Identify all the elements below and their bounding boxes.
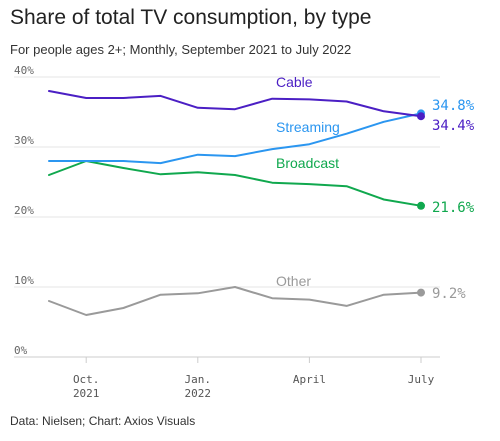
y-tick-label: 40% xyxy=(14,64,34,77)
series-label-other: Other xyxy=(276,273,311,289)
y-tick-label: 10% xyxy=(14,274,34,287)
series-label-streaming: Streaming xyxy=(276,119,340,135)
source-note: Data: Nielsen; Chart: Axios Visuals xyxy=(10,414,196,428)
series-line-broadcast xyxy=(48,160,422,207)
chart-title: Share of total TV consumption, by type xyxy=(10,6,372,29)
x-tick-label: Oct. xyxy=(73,373,100,386)
data-point-other xyxy=(417,288,425,297)
x-tick-label: 2022 xyxy=(185,387,212,400)
data-point-broadcast xyxy=(417,201,425,210)
x-tick-label: Jan. xyxy=(185,373,212,386)
x-axis: Oct.2021 Jan.2022 April July xyxy=(73,357,435,400)
series-line-streaming xyxy=(48,112,422,165)
end-value-label-streaming: 34.8% xyxy=(432,98,475,114)
series-labels: Other 9.2% Broadcast 21.6% Streaming 34.8% Cab… xyxy=(276,74,475,302)
chart-subtitle: For people ages 2+; Monthly, September 2… xyxy=(10,42,352,57)
series-label-broadcast: Broadcast xyxy=(276,155,339,171)
y-tick-label: 30% xyxy=(14,134,34,147)
series-line-cable xyxy=(48,90,422,118)
y-axis: 0% 10% 20% 30% 40% xyxy=(14,64,34,357)
data-point-cable xyxy=(417,112,425,121)
series-label-cable: Cable xyxy=(276,74,313,90)
series-lines xyxy=(48,90,425,316)
y-tick-label: 20% xyxy=(14,204,34,217)
gridlines xyxy=(14,76,440,358)
x-tick-label: July xyxy=(408,373,435,386)
x-tick-label: April xyxy=(293,373,326,386)
end-value-label-cable: 34.4% xyxy=(432,118,475,134)
y-tick-label: 0% xyxy=(14,344,28,357)
end-value-label-other: 9.2% xyxy=(432,286,466,302)
series-line-other xyxy=(48,286,422,316)
x-tick-label: 2021 xyxy=(73,387,100,400)
end-value-label-broadcast: 21.6% xyxy=(432,200,475,216)
